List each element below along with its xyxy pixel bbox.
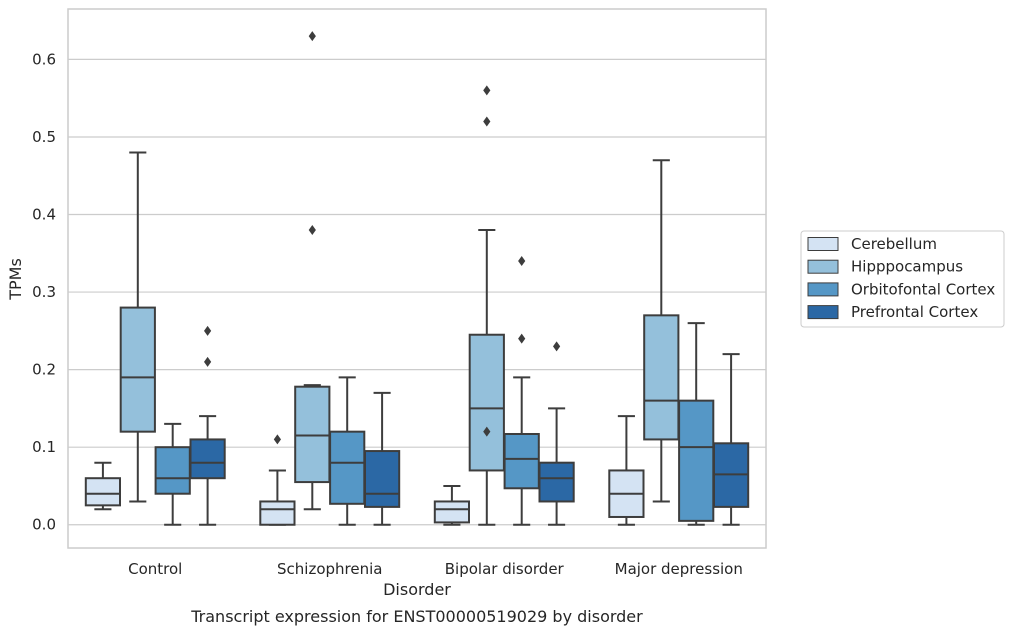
box-hipppocampus (643, 159, 680, 503)
y-tick-label: 0.3 (32, 283, 56, 301)
iqr-box (538, 461, 575, 503)
outlier-point (553, 341, 561, 352)
legend-label: Cerebellum (851, 235, 937, 253)
legend: Cerebellum Hipppocampus Orbitofontal Corte… (800, 230, 1005, 328)
y-tick-label: 0.4 (32, 206, 56, 224)
iqr-box (503, 432, 540, 490)
x-tick-label: Bipolar disorder (445, 560, 565, 578)
box-cerebellum (608, 415, 645, 526)
y-axis-ticks: 0.0 0.1 0.2 0.3 0.4 0.5 0.6 (32, 50, 56, 533)
box-orbitofontal-cortex (154, 422, 191, 526)
box-orbitofontal-cortex (678, 322, 715, 526)
outlier-point (483, 426, 491, 437)
x-axis-label: Disorder (383, 580, 451, 599)
y-tick-label: 0.5 (32, 128, 56, 146)
box-prefrontal-cortex (363, 391, 401, 526)
x-tick-label: Control (128, 560, 182, 578)
x-axis-ticks: Control Schizophrenia Bipolar disorder Majo… (128, 560, 743, 578)
outlier-point (518, 256, 526, 267)
y-tick-label: 0.6 (32, 50, 56, 68)
y-axis-label: TPMs (6, 258, 25, 301)
y-tick-label: 0.1 (32, 438, 56, 456)
box-orbitofontal-cortex (503, 256, 540, 526)
plot-area-frame (67, 8, 767, 549)
x-tick-label: Schizophrenia (277, 560, 382, 578)
box-groups (84, 31, 750, 526)
legend-label: Hipppocampus (851, 258, 963, 276)
box-cerebellum (433, 484, 471, 526)
outlier-point (273, 434, 281, 445)
outlier-point (518, 333, 526, 344)
iqr-box (643, 314, 680, 441)
legend-swatch (807, 305, 839, 320)
legend-swatch (807, 259, 839, 274)
outlier-point (483, 116, 491, 127)
box-prefrontal-cortex (712, 353, 750, 526)
legend-label: Orbitofontal Cortex (851, 280, 995, 298)
iqr-box (433, 500, 471, 524)
outlier-point (204, 325, 212, 336)
iqr-box (468, 333, 505, 472)
iqr-box (84, 477, 122, 507)
iqr-box (259, 500, 296, 526)
outlier-point (483, 85, 491, 96)
box-cerebellum (259, 434, 296, 526)
box-cerebellum (84, 461, 122, 511)
box-prefrontal-cortex (538, 341, 575, 526)
legend-frame (800, 230, 1005, 328)
legend-swatch (807, 237, 839, 251)
iqr-box (294, 385, 331, 484)
outlier-point (308, 225, 316, 236)
y-tick-label: 0.2 (32, 361, 56, 379)
iqr-box (678, 399, 715, 522)
iqr-box (154, 446, 191, 495)
legend-label: Prefrontal Cortex (851, 303, 978, 321)
iqr-box (189, 438, 226, 480)
legend-swatch (807, 282, 839, 297)
iqr-box (119, 306, 156, 433)
box-prefrontal-cortex (189, 325, 226, 526)
chart-caption: Transcript expression for ENST0000051902… (190, 607, 643, 626)
box-hipppocampus (119, 151, 156, 503)
iqr-box (329, 430, 366, 505)
x-tick-label: Major depression (615, 560, 743, 578)
iqr-box (363, 450, 401, 508)
outlier-point (204, 356, 212, 367)
box-orbitofontal-cortex (329, 376, 366, 526)
y-tick-label: 0.0 (32, 516, 56, 534)
box-hipppocampus (468, 85, 505, 526)
box-hipppocampus (294, 31, 331, 511)
outlier-point (308, 31, 316, 42)
